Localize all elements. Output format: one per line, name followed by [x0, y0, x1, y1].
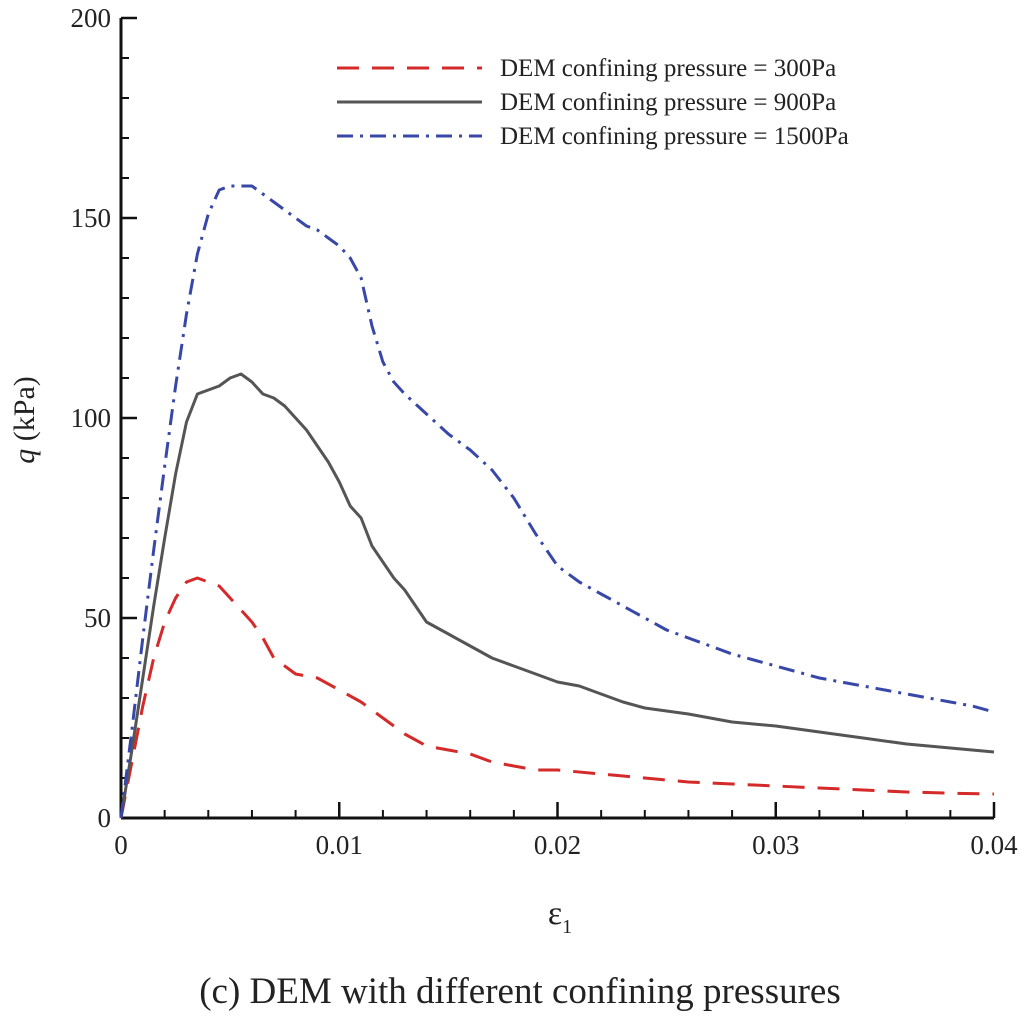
legend-label-3: DEM confining pressure = 1500Pa: [500, 123, 849, 150]
x-tick-label: 0.03: [752, 830, 799, 860]
y-axis-unit: (kPa): [8, 376, 41, 448]
y-tick-label: 50: [84, 603, 111, 633]
y-axis-title: q (kPa): [8, 376, 41, 463]
y-tick-label: 100: [71, 403, 112, 433]
x-axis-variable: ε: [548, 895, 562, 932]
series-line-3: [119, 184, 995, 819]
x-tick-label: 0.02: [534, 830, 581, 860]
svg-text:ε1: ε1: [548, 895, 572, 938]
x-tick-label: 0.01: [316, 830, 363, 860]
legend: DEM confining pressure = 300Pa DEM confin…: [337, 55, 849, 150]
x-axis-subscript: 1: [562, 916, 572, 938]
x-tick-label: 0: [114, 830, 128, 860]
y-tick-label: 150: [71, 203, 112, 233]
legend-label-2: DEM confining pressure = 900Pa: [500, 89, 836, 116]
legend-label-1: DEM confining pressure = 300Pa: [500, 55, 836, 82]
series-line-2: [119, 372, 995, 819]
y-tick-label: 0: [98, 803, 112, 833]
plot-area: 0 50 100 150 200 0 0.01 0.02 0.03 0.04: [71, 3, 1019, 860]
y-axis-ticks: 0 50 100 150 200: [71, 3, 137, 833]
y-axis-variable: q: [8, 449, 41, 464]
y-tick-label: 200: [71, 3, 112, 33]
x-axis-ticks: 0 0.01 0.02 0.03 0.04: [114, 802, 1018, 860]
svg-text:q (kPa): q (kPa): [8, 376, 41, 463]
series-layer: [119, 184, 995, 819]
x-tick-label: 0.04: [970, 830, 1018, 860]
figure-caption: (c) DEM with different confining pressur…: [199, 971, 841, 1012]
series-line-1: [119, 576, 995, 819]
x-axis-title: ε1: [548, 895, 572, 938]
